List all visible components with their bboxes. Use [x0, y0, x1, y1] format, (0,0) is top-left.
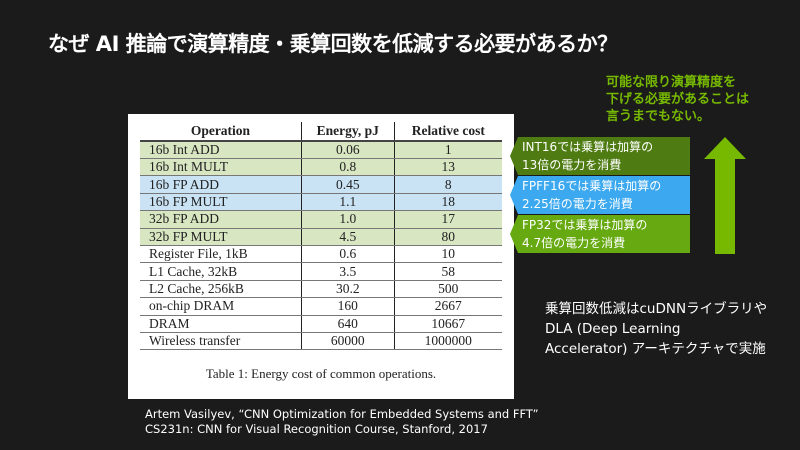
citation-line: CS231n: CNN for Visual Recognition Cours…	[145, 422, 488, 436]
impl-line: 乗算回数低減はcuDNNライブラリや	[545, 301, 768, 317]
energy-table: Operation Energy, pJ Relative cost 16b I…	[140, 122, 502, 351]
callout-int16: INT16では乗算は加算の 13倍の電力を消費	[510, 137, 690, 175]
table-row: Register File, 1kB 0.6 10	[140, 245, 502, 264]
cell-operation: 16b Int MULT	[140, 158, 302, 177]
table-row: 32b FP MULT 4.5 80	[140, 228, 502, 246]
implementation-note: 乗算回数低減はcuDNNライブラリや DLA (Deep Learning Ac…	[545, 299, 767, 359]
table-row: Wireless transfer 60000 1000000	[140, 332, 502, 351]
cell-energy: 60000	[300, 332, 395, 351]
callout-fp32: FP32では乗算は加算の 4.7倍の電力を消費	[510, 215, 690, 253]
cell-energy: 0.8	[300, 158, 395, 177]
table-row: DRAM 640 10667	[140, 315, 502, 333]
callout-line: 4.7倍の電力を消費	[522, 236, 626, 250]
table-row: 16b Int MULT 0.8 13	[140, 158, 502, 177]
cell-energy: 0.06	[300, 141, 395, 159]
cell-energy: 0.6	[300, 245, 395, 264]
table-row: L2 Cache, 256kB 30.2 500	[140, 280, 502, 299]
cell-relative-cost: 8	[393, 175, 502, 194]
cell-energy: 1.0	[300, 210, 395, 229]
cell-relative-cost: 58	[393, 262, 502, 281]
cell-operation: L1 Cache, 32kB	[140, 262, 302, 281]
cell-energy: 3.5	[300, 262, 395, 281]
cell-relative-cost: 1000000	[393, 332, 502, 351]
callout-line: FPFF16では乗算は加算の	[522, 179, 662, 193]
header-energy: Energy, pJ	[300, 122, 395, 142]
cell-relative-cost: 13	[393, 158, 502, 177]
cell-relative-cost: 10667	[393, 315, 502, 333]
cell-operation: Register File, 1kB	[140, 245, 302, 264]
callout-line: INT16では乗算は加算の	[522, 140, 654, 154]
cell-relative-cost: 10	[393, 245, 502, 264]
cell-operation: DRAM	[140, 315, 302, 333]
cell-relative-cost: 2667	[393, 297, 502, 316]
note-line: 下げる必要があることは	[606, 92, 750, 107]
cell-operation: 16b Int ADD	[140, 141, 302, 159]
cell-energy: 4.5	[300, 228, 395, 246]
cell-operation: 16b FP ADD	[140, 175, 302, 194]
table-header-row: Operation Energy, pJ Relative cost	[140, 122, 502, 142]
callout-line: FP32では乗算は加算の	[522, 218, 648, 232]
callout-line: 2.25倍の電力を消費	[522, 197, 633, 211]
cell-energy: 30.2	[300, 280, 395, 299]
cell-energy: 160	[300, 297, 395, 316]
callout-line: 13倍の電力を消費	[522, 158, 622, 172]
cell-operation: on-chip DRAM	[140, 297, 302, 316]
note-line: 可能な限り演算精度を	[606, 75, 737, 90]
table-row: 16b FP ADD 0.45 8	[140, 175, 502, 194]
cell-relative-cost: 18	[393, 193, 502, 212]
table-row: on-chip DRAM 160 2667	[140, 297, 502, 316]
cell-relative-cost: 500	[393, 280, 502, 299]
table-row: 32b FP ADD 1.0 17	[140, 210, 502, 229]
cell-operation: 32b FP MULT	[140, 228, 302, 246]
cell-operation: Wireless transfer	[140, 332, 302, 351]
cell-relative-cost: 17	[393, 210, 502, 229]
citation: Artem Vasilyev, “CNN Optimization for Em…	[145, 407, 539, 437]
cell-energy: 0.45	[300, 175, 395, 194]
cell-relative-cost: 80	[393, 228, 502, 246]
up-arrow-icon	[704, 137, 746, 254]
table-row: 16b FP MULT 1.1 18	[140, 193, 502, 212]
table-row: 16b Int ADD 0.06 1	[140, 141, 502, 159]
table-caption: Table 1: Energy cost of common operation…	[205, 366, 437, 381]
precision-note: 可能な限り演算精度を 下げる必要があることは 言うまでもない。	[606, 74, 749, 125]
cell-operation: L2 Cache, 256kB	[140, 280, 302, 299]
cell-operation: 16b FP MULT	[140, 193, 302, 212]
impl-line: Accelerator) アーキテクチャで実施	[545, 341, 766, 357]
cell-operation: 32b FP ADD	[140, 210, 302, 229]
energy-table-figure: Operation Energy, pJ Relative cost 16b I…	[128, 114, 514, 399]
callout-fp16: FPFF16では乗算は加算の 2.25倍の電力を消費	[510, 176, 690, 214]
citation-line: Artem Vasilyev, “CNN Optimization for Em…	[145, 407, 539, 421]
table-row: L1 Cache, 32kB 3.5 58	[140, 262, 502, 281]
slide-title: なぜ AI 推論で演算精度・乗算回数を低減する必要があるか？	[48, 32, 618, 56]
note-line: 言うまでもない。	[606, 109, 711, 124]
cell-relative-cost: 1	[393, 141, 502, 159]
header-operation: Operation	[140, 122, 302, 142]
cell-energy: 640	[300, 315, 395, 333]
cell-energy: 1.1	[300, 193, 395, 212]
header-relative-cost: Relative cost	[393, 122, 502, 142]
impl-line: DLA (Deep Learning	[545, 321, 681, 337]
